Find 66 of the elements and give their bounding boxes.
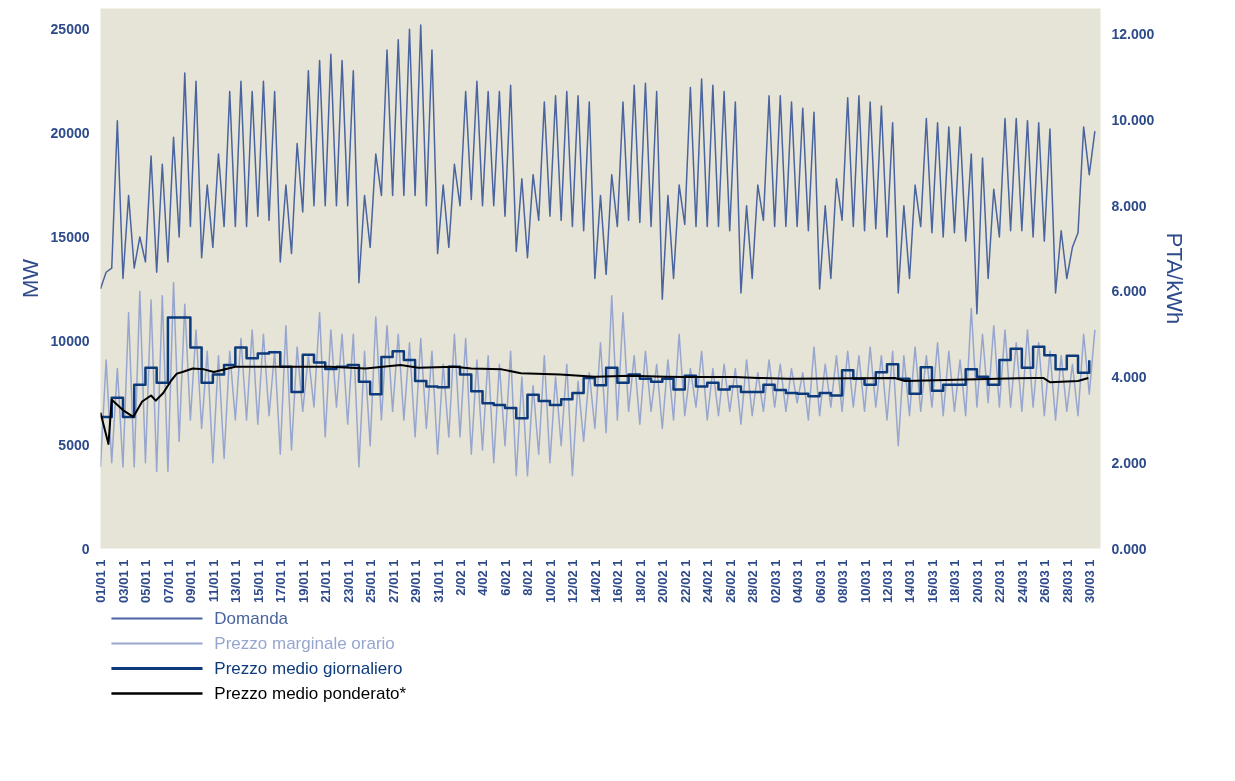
x-tick-label: 06/03 1 — [812, 559, 828, 603]
x-tick-label: 04/03 1 — [790, 559, 806, 603]
text: Prezzo marginale orario — [214, 634, 395, 653]
x-tick-label: 24/03 1 — [1014, 559, 1030, 603]
x-tick-label: 13/01 1 — [228, 559, 244, 603]
y2-tick-label: 10.000 — [1111, 111, 1155, 128]
x-tick-label: 11/01 1 — [205, 559, 221, 603]
x-tick-label: 23/01 1 — [340, 559, 356, 603]
x-tick-label: 29/01 1 — [408, 559, 424, 603]
x-tick-label: 27/01 1 — [385, 559, 401, 603]
text: Prezzo medio giornaliero — [214, 659, 403, 678]
y2-tick-label: 8.000 — [1111, 197, 1147, 214]
x-tick-label: 19/01 1 — [295, 559, 311, 603]
y2-axis-title: PTA/kWh — [1162, 232, 1188, 325]
x-tick-label: 18/03 1 — [947, 559, 963, 603]
x-tick-label: 10/02 1 — [542, 559, 558, 603]
y-axis-title: MW — [17, 258, 43, 299]
x-tick-label: 12/03 1 — [879, 559, 895, 603]
y2-tick-label: 4.000 — [1111, 369, 1147, 386]
x-tick-label: 28/02 1 — [745, 559, 761, 603]
x-tick-label: 16/03 1 — [924, 559, 940, 603]
text: Prezzo medio ponderato* — [214, 684, 407, 703]
x-tick-label: 18/02 1 — [632, 559, 648, 603]
x-tick-label: 14/02 1 — [587, 559, 603, 603]
y-tick-label: 0 — [81, 540, 90, 557]
y-tick-label: 10000 — [50, 332, 90, 349]
text: Domanda — [214, 609, 289, 628]
y-tick-label: 15000 — [50, 228, 90, 245]
x-tick-label: 17/01 1 — [273, 559, 289, 603]
x-tick-label: 10/03 1 — [857, 559, 873, 603]
y-tick-label: 5000 — [58, 436, 90, 453]
y2-tick-label: 0.000 — [1111, 540, 1147, 557]
x-tick-label: 22/02 1 — [677, 559, 693, 603]
x-tick-label: 16/02 1 — [610, 559, 626, 603]
x-tick-label: 03/01 1 — [115, 559, 131, 603]
x-tick-label: 15/01 1 — [250, 559, 266, 603]
x-tick-label: 28/03 1 — [1059, 559, 1075, 603]
x-tick-label: 4/02 1 — [475, 559, 491, 596]
x-tick-label: 26/03 1 — [1037, 559, 1053, 603]
y2-tick-label: 6.000 — [1111, 283, 1147, 300]
x-tick-label: 24/02 1 — [700, 559, 716, 603]
x-tick-label: 31/01 1 — [430, 559, 446, 603]
x-tick-label: 14/03 1 — [902, 559, 918, 603]
x-tick-label: 30/03 1 — [1082, 559, 1098, 603]
x-tick-label: 25/01 1 — [363, 559, 379, 603]
x-tick-label: 26/02 1 — [722, 559, 738, 603]
y2-tick-label: 2.000 — [1111, 454, 1147, 471]
y-tick-label: 20000 — [50, 125, 90, 142]
line-series — [100, 282, 1096, 477]
line-series — [100, 24, 1096, 315]
x-tick-label: 05/01 1 — [138, 559, 154, 603]
x-tick-label: 22/03 1 — [992, 559, 1008, 603]
x-tick-label: 20/03 1 — [969, 559, 985, 603]
y2-tick-label: 12.000 — [1111, 26, 1155, 43]
x-tick-label: 09/01 1 — [183, 559, 199, 603]
x-tick-label: 07/01 1 — [160, 559, 176, 603]
x-tick-label: 21/01 1 — [318, 559, 334, 603]
x-tick-label: 2/02 1 — [453, 559, 469, 596]
x-tick-label: 20/02 1 — [655, 559, 671, 603]
x-tick-label: 6/02 1 — [497, 559, 513, 596]
x-tick-label: 02/03 1 — [767, 559, 783, 603]
x-tick-label: 12/02 1 — [565, 559, 581, 603]
x-tick-label: 01/01 1 — [93, 559, 109, 603]
x-tick-label: 8/02 1 — [520, 559, 536, 596]
y-tick-label: 25000 — [50, 21, 90, 38]
x-tick-label: 08/03 1 — [835, 559, 851, 603]
